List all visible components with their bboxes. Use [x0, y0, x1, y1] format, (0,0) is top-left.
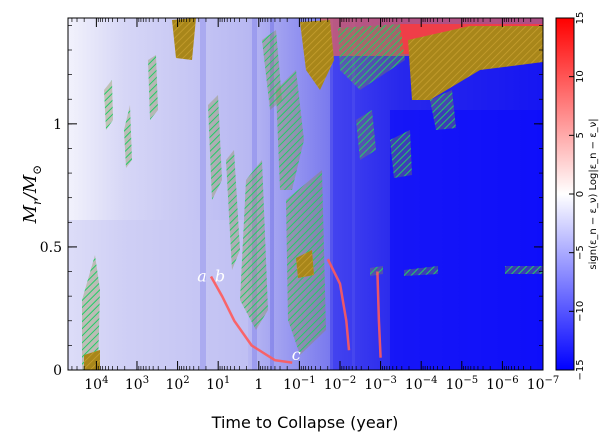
convective-zone [148, 55, 158, 120]
heatmap-streak [200, 18, 206, 370]
x-tick-label: 1 [254, 377, 263, 393]
colorbar-tick-label: 15 [575, 12, 586, 25]
annotation-c: c [292, 345, 301, 364]
convective-zone [404, 266, 438, 276]
annotations: a b c [197, 266, 300, 364]
x-tick-label: 104 [84, 375, 108, 393]
convective-zone [370, 266, 383, 276]
convective-zone [390, 130, 412, 178]
colorbar-tick-label: −15 [575, 359, 586, 380]
x-tick-label: 102 [165, 375, 189, 393]
heatmap-streak [352, 18, 355, 370]
x-tick-label: 10−6 [486, 375, 519, 393]
annotation-b: b [215, 266, 225, 285]
burning-fronts [209, 258, 382, 364]
colorbar-tick-label: 0 [575, 191, 586, 197]
colorbar-tick-label: −10 [575, 301, 586, 322]
y-axis-label: Mr/M⊙ [20, 165, 44, 225]
y-label-sep: /M [20, 174, 41, 201]
x-tick-label: 101 [206, 375, 230, 393]
convective-zone [82, 255, 100, 370]
x-tick-label: 103 [125, 375, 149, 393]
x-axis: 104 103 102 101 1 10−1 10−2 10−3 10−4 10−5 10−6 10−… [67, 18, 560, 393]
convective-zone [276, 70, 304, 190]
y-axis: 00.51 [40, 25, 543, 379]
convective-zone [296, 250, 314, 278]
convective-zone [505, 266, 543, 274]
svg-text:Mr/M⊙: Mr/M⊙ [20, 165, 44, 225]
annotation-a: a [197, 266, 207, 285]
colorbar-tick-label: 10 [575, 70, 586, 83]
convective-zone [226, 150, 240, 270]
convective-zone [124, 105, 132, 168]
convective-zone [408, 26, 543, 100]
heatmap-deep-region [390, 110, 543, 370]
convective-zones [82, 18, 543, 370]
colorbar-label: sign(ε_n − ε_ν) Log|ε_n − ε_ν| [588, 118, 599, 269]
convective-zone [300, 20, 334, 90]
y-label-main: M [20, 204, 41, 224]
y-tick-label: 1 [53, 117, 62, 133]
x-tick-label: 10−4 [405, 375, 438, 393]
convective-zone [338, 24, 405, 90]
convective-zone [430, 90, 456, 130]
x-tick-label: 10−3 [364, 375, 397, 393]
colorbar-axis: −15 −10 −5 0 5 10 15 [569, 12, 586, 381]
colorbar-tick-label: 5 [575, 132, 586, 138]
convective-zone [356, 110, 376, 160]
x-tick-label: 10−1 [283, 375, 316, 393]
heatmap-streak [330, 18, 333, 370]
convective-zone [172, 18, 196, 60]
y-label-sub: r [30, 198, 44, 205]
x-tick-label: 10−2 [324, 375, 357, 393]
x-tick-label: 10−5 [446, 375, 479, 393]
convective-zone [104, 80, 113, 130]
x-tick-label: 10−7 [527, 375, 560, 393]
x-axis-label: Time to Collapse (year) [211, 413, 399, 432]
convective-zone [240, 160, 268, 330]
heatmap-streak [270, 18, 274, 370]
burning-front-late-shell [326, 258, 351, 351]
burning-front-si-shell [376, 271, 382, 358]
heatmap-field [68, 18, 543, 370]
y-label-sun: ⊙ [30, 165, 44, 175]
convective-zone [208, 95, 222, 200]
burning-front-carbon-shell-1 [209, 275, 293, 364]
y-tick-label: 0.5 [40, 240, 62, 256]
colorbar-tick-label: −5 [575, 245, 586, 260]
y-tick-label: 0 [53, 363, 62, 379]
